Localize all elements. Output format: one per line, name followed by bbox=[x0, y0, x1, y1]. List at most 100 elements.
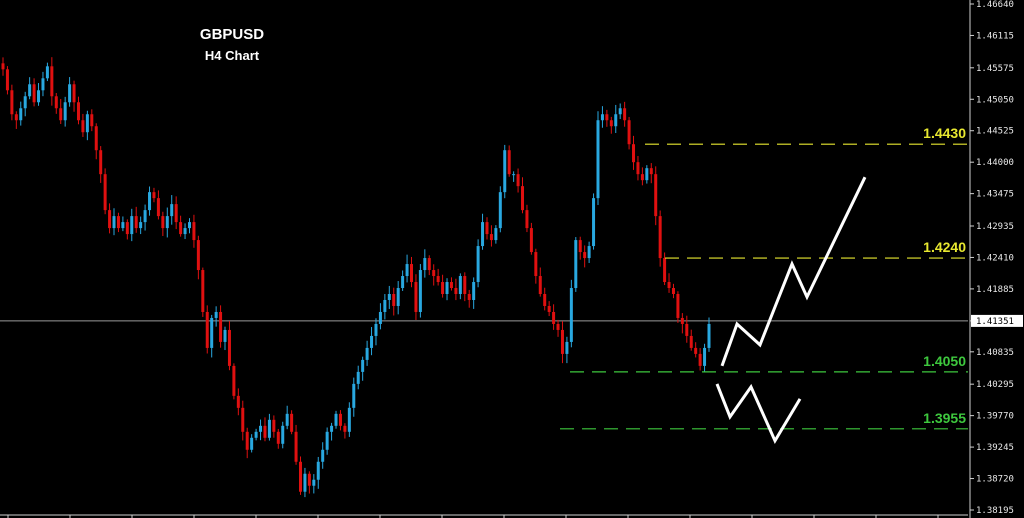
candle-body bbox=[59, 108, 63, 121]
candle-body bbox=[254, 431, 258, 438]
candle-body bbox=[321, 449, 325, 462]
candle-body bbox=[201, 270, 205, 312]
candle-body bbox=[445, 282, 449, 294]
candle-body bbox=[85, 114, 89, 133]
candle-body bbox=[521, 186, 525, 211]
candle-body bbox=[529, 228, 533, 253]
candle-body bbox=[387, 293, 391, 300]
candle-body bbox=[632, 144, 636, 163]
candle-body bbox=[214, 311, 218, 318]
chart-title: GBPUSD bbox=[199, 26, 265, 43]
candle-body bbox=[37, 90, 41, 103]
candle-body bbox=[516, 174, 520, 187]
candle-body bbox=[72, 84, 76, 103]
current-price-box bbox=[971, 314, 1023, 327]
candle-body bbox=[183, 228, 187, 235]
candle-body bbox=[623, 108, 627, 121]
bearish-projection-path bbox=[715, 383, 802, 445]
candle-body bbox=[28, 84, 32, 97]
candle-body bbox=[441, 282, 445, 294]
y-tick-label: 1.38195 bbox=[976, 506, 1014, 516]
y-tick-label: 1.40835 bbox=[976, 348, 1014, 358]
candle-body bbox=[156, 198, 160, 217]
candle-body bbox=[609, 120, 613, 127]
candle-body bbox=[383, 299, 387, 312]
y-tick-label: 1.46640 bbox=[976, 0, 1014, 10]
candle-body bbox=[303, 473, 307, 492]
candle-body bbox=[538, 276, 542, 294]
candle-body bbox=[458, 276, 462, 294]
y-tick-label: 1.44525 bbox=[976, 127, 1014, 137]
candle-body bbox=[476, 246, 480, 283]
candle-body bbox=[663, 258, 667, 283]
candle-body bbox=[534, 252, 538, 277]
candle-body bbox=[680, 317, 684, 324]
y-tick-label: 1.45050 bbox=[976, 95, 1014, 105]
candle-body bbox=[463, 276, 467, 294]
candle-body bbox=[232, 365, 236, 396]
candle-body bbox=[19, 108, 23, 121]
candle-body bbox=[485, 222, 489, 235]
candle-body bbox=[23, 96, 27, 109]
candle-body bbox=[640, 174, 644, 181]
candle-body bbox=[312, 479, 316, 486]
candle-body bbox=[103, 174, 107, 211]
candle-body bbox=[334, 413, 338, 426]
candle-body bbox=[307, 473, 311, 486]
candle-body bbox=[10, 90, 14, 115]
candle-body bbox=[614, 114, 618, 127]
candle-body bbox=[316, 461, 320, 480]
candle-body bbox=[241, 407, 245, 432]
candle-body bbox=[330, 425, 334, 432]
candle-body bbox=[449, 282, 453, 289]
candle-body bbox=[219, 311, 223, 342]
candle-body bbox=[574, 240, 578, 289]
candle-body bbox=[259, 425, 263, 432]
candle-body bbox=[99, 150, 103, 175]
candle-body bbox=[654, 174, 658, 217]
candle-body bbox=[547, 305, 551, 312]
candle-body bbox=[187, 222, 191, 229]
candle-body bbox=[54, 96, 58, 109]
candle-body bbox=[108, 210, 112, 229]
y-tick-label: 1.38720 bbox=[976, 475, 1014, 485]
candle-body bbox=[1, 63, 5, 70]
candle-body bbox=[298, 461, 302, 492]
candle-body bbox=[343, 425, 347, 432]
candle-body bbox=[347, 407, 351, 432]
candle-body bbox=[414, 282, 418, 312]
candle-body bbox=[134, 216, 138, 229]
y-tick-label: 1.42410 bbox=[976, 253, 1014, 263]
candle-body bbox=[90, 114, 94, 127]
candle-body bbox=[569, 288, 573, 342]
candle-body bbox=[161, 216, 165, 229]
candle-body bbox=[143, 210, 147, 223]
candle-body bbox=[281, 425, 285, 444]
candle-body bbox=[703, 347, 707, 366]
candle-body bbox=[374, 323, 378, 336]
candle-body bbox=[694, 347, 698, 354]
candle-body bbox=[250, 437, 254, 450]
candle-body bbox=[472, 282, 476, 300]
level-label: 1.4050 bbox=[923, 353, 966, 369]
candle-body bbox=[294, 431, 298, 462]
candle-body bbox=[223, 329, 227, 342]
candle-body bbox=[596, 120, 600, 199]
candle-body bbox=[276, 431, 280, 444]
candle-body bbox=[112, 216, 116, 229]
candle-body bbox=[121, 222, 125, 229]
candle-body bbox=[689, 335, 693, 348]
candle-body bbox=[489, 234, 493, 241]
candle-body bbox=[236, 395, 240, 408]
candle-body bbox=[658, 216, 662, 259]
candle-body bbox=[267, 419, 271, 438]
y-tick-label: 1.41885 bbox=[976, 285, 1014, 295]
candle-body bbox=[325, 431, 329, 450]
candle-body bbox=[685, 323, 689, 336]
candle-body bbox=[378, 311, 382, 324]
candle-body bbox=[152, 192, 156, 199]
candle-body bbox=[290, 413, 294, 432]
candle-body bbox=[649, 168, 653, 175]
candle-body bbox=[556, 323, 560, 330]
